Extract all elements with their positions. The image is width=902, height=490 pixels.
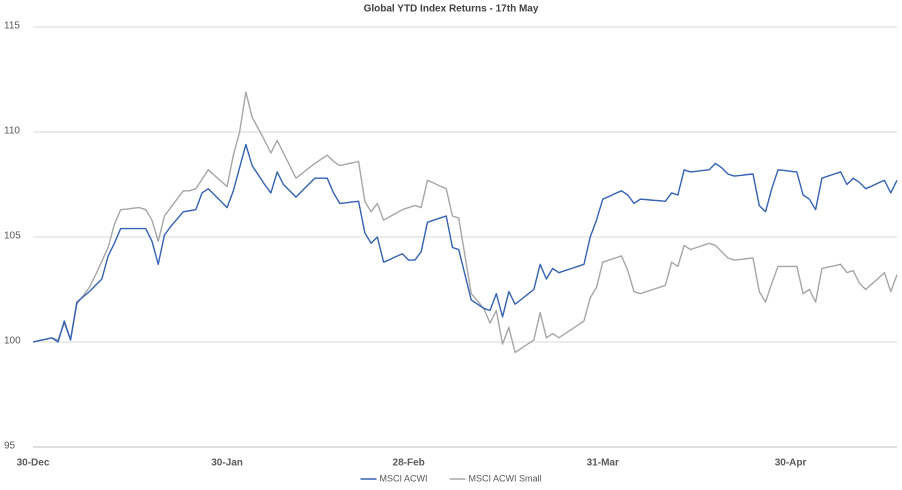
x-tick-label: 31-Mar (587, 458, 619, 469)
series-line (32, 91, 898, 354)
legend-label: MSCI ACWI (379, 473, 427, 483)
chart-title: Global YTD Index Returns - 17th May (364, 4, 539, 15)
y-tick-label: 95 (4, 441, 16, 452)
legend-label: MSCI ACWI Small (469, 473, 542, 483)
y-tick-label: 105 (4, 231, 21, 242)
x-tick-label: 30-Apr (775, 458, 807, 469)
y-tick-label: 110 (4, 126, 20, 137)
y-tick-label: 115 (4, 21, 20, 32)
y-tick-label: 100 (4, 336, 21, 347)
legend: MSCI ACWI MSCI ACWI Small (360, 473, 542, 483)
series-line (32, 143, 898, 343)
x-tick-label: 30-Dec (17, 458, 50, 469)
x-tick-label: 30-Jan (211, 458, 243, 469)
x-tick-label: 28-Feb (393, 458, 425, 469)
